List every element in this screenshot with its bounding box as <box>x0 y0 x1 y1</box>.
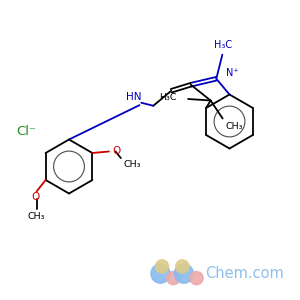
Text: O: O <box>112 146 121 156</box>
Text: H₃C: H₃C <box>214 40 232 50</box>
Circle shape <box>155 260 169 273</box>
Circle shape <box>151 264 170 283</box>
Text: CH₃: CH₃ <box>226 122 243 131</box>
Text: Cl⁻: Cl⁻ <box>16 125 37 139</box>
Text: O: O <box>31 192 40 202</box>
Text: HN: HN <box>126 92 142 102</box>
Text: N⁺: N⁺ <box>226 68 239 78</box>
Text: CH₃: CH₃ <box>123 160 141 169</box>
Circle shape <box>167 272 180 285</box>
Circle shape <box>176 260 189 273</box>
Circle shape <box>174 264 194 283</box>
Text: H₃C: H₃C <box>159 93 177 102</box>
Circle shape <box>190 272 203 285</box>
Text: Chem.com: Chem.com <box>206 266 284 281</box>
Text: CH₃: CH₃ <box>28 212 45 221</box>
